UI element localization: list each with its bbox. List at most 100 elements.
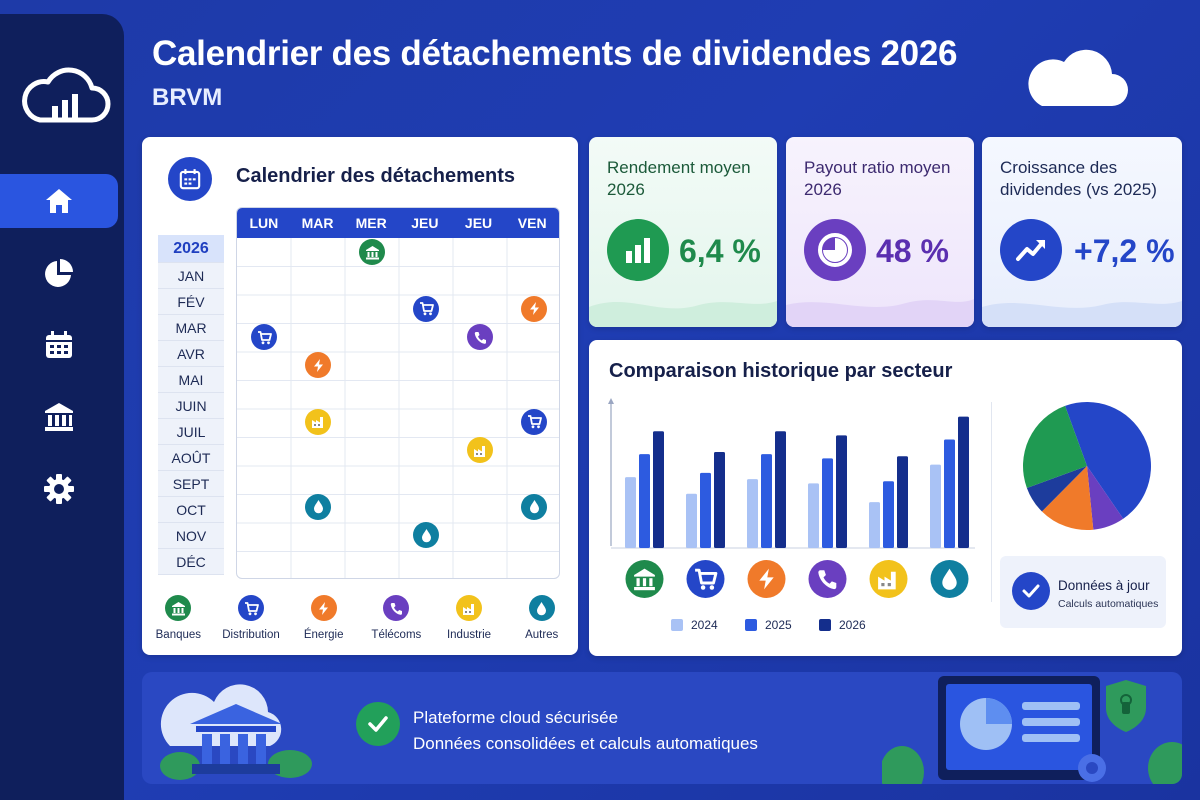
series-legend-swatch (819, 619, 831, 631)
cart-icon (419, 302, 434, 316)
series-legend-swatch (671, 619, 683, 631)
bar-2026[interactable] (714, 452, 725, 548)
dividend-event-factory[interactable] (467, 437, 493, 464)
drop-icon (421, 528, 431, 542)
phone-icon (383, 595, 410, 621)
bar-2026[interactable] (897, 456, 908, 548)
bar-2026[interactable] (653, 431, 664, 548)
month-jun[interactable]: JUIN (158, 393, 224, 419)
year-label[interactable]: 2026 (158, 235, 224, 263)
legend-label: Industrie (446, 629, 492, 641)
bar-2026[interactable] (836, 435, 847, 548)
calendar-icon (46, 331, 72, 358)
series-legend-label: 2025 (765, 618, 792, 632)
legend-item[interactable]: Distribution (215, 595, 288, 645)
legend-item[interactable]: Banques (142, 595, 215, 645)
dividend-event-cart[interactable] (521, 408, 547, 435)
factory-icon (311, 417, 323, 429)
bar-2024[interactable] (686, 493, 697, 548)
month-sep[interactable]: SEPT (158, 471, 224, 497)
bar-2026[interactable] (775, 431, 786, 548)
pie-slice[interactable] (1023, 405, 1087, 488)
pie-slice[interactable] (1087, 466, 1124, 530)
bar-2025[interactable] (761, 454, 772, 548)
sector-bar-chart: 2024 2025 2026 (608, 398, 975, 632)
month-nov[interactable]: NOV (158, 523, 224, 549)
status-subtitle: Calculs automatiques (1058, 598, 1159, 610)
calendar-card: Calendrier des détachements 2026 JAN FÉV… (142, 137, 578, 655)
dividend-event-lightning[interactable] (305, 352, 331, 379)
pie-slice[interactable] (1041, 466, 1094, 530)
dividend-event-phone[interactable] (467, 324, 493, 351)
calendar-header-icon (168, 157, 212, 201)
dividend-event-lightning[interactable] (521, 295, 547, 322)
sidebar-item-calendar[interactable] (0, 318, 118, 372)
legend-label: Autres (525, 629, 559, 641)
bar-2024[interactable] (747, 479, 758, 548)
comparison-title: Comparaison historique par secteur (609, 360, 953, 382)
month-feb[interactable]: FÉV (158, 289, 224, 315)
sidebar-item-portfolio[interactable] (0, 246, 118, 300)
bar-2024[interactable] (930, 464, 941, 548)
divider (991, 402, 992, 602)
page-subtitle: BRVM (152, 84, 223, 111)
home-icon (46, 189, 72, 213)
bar-2024[interactable] (808, 483, 819, 548)
month-column: 2026 JAN FÉV MAR AVR MAI JUIN JUIL AOÛT … (158, 235, 224, 575)
dividend-event-factory[interactable] (305, 408, 331, 435)
series-legend-swatch (745, 619, 757, 631)
bottom-banner: Plateforme cloud sécurisée Données conso… (142, 672, 1182, 784)
legend-item[interactable]: Énergie (287, 595, 360, 645)
dividend-event-cart[interactable] (413, 295, 439, 322)
month-apr[interactable]: AVR (158, 341, 224, 367)
bar-2024[interactable] (625, 477, 636, 548)
sector-pie-chart (1023, 402, 1151, 530)
status-title: Données à jour (1058, 578, 1150, 593)
bar-2025[interactable] (822, 458, 833, 548)
bar-2025[interactable] (639, 454, 650, 548)
phone-icon (474, 331, 486, 344)
cloud-bank-illustration (160, 684, 312, 780)
dividend-event-drop[interactable] (413, 522, 439, 549)
month-oct[interactable]: OCT (158, 497, 224, 523)
dividend-event-bank[interactable] (359, 239, 385, 266)
dividend-event-drop[interactable] (521, 493, 547, 520)
day-header: MAR (301, 215, 334, 231)
bar-2025[interactable] (700, 472, 711, 548)
pie-chart-icon (45, 259, 73, 287)
month-jan[interactable]: JAN (158, 263, 224, 289)
bar-2025[interactable] (883, 481, 894, 548)
day-header: VEN (517, 215, 547, 231)
month-jul[interactable]: JUIL (158, 419, 224, 445)
month-may[interactable]: MAI (158, 367, 224, 393)
sidebar-item-bank[interactable] (0, 390, 118, 444)
month-mar[interactable]: MAR (158, 315, 224, 341)
category-icon-glyph (695, 568, 718, 590)
month-dec[interactable]: DÉC (158, 549, 224, 575)
sidebar-item-settings[interactable] (0, 462, 118, 516)
lightning-icon (529, 302, 539, 316)
legend-label: Distribution (222, 629, 280, 641)
wave-decoration (786, 299, 974, 327)
sidebar-item-home[interactable] (0, 174, 118, 228)
cloud-chart-logo-icon (22, 67, 111, 123)
cart-icon (527, 415, 542, 429)
pie-slice[interactable] (1026, 466, 1087, 512)
bar-2024[interactable] (869, 502, 880, 548)
grid-lines (237, 238, 559, 578)
legend-item[interactable]: Industrie (433, 595, 506, 645)
day-header: JEU (411, 215, 439, 231)
legend-item[interactable]: Télécoms (360, 595, 433, 645)
legend-label: Banques (155, 629, 202, 641)
cart-icon (686, 560, 725, 598)
pie-slice[interactable] (1065, 402, 1151, 519)
legend-item[interactable]: Autres (505, 595, 578, 645)
dividend-event-cart[interactable] (251, 324, 277, 351)
bar-2025[interactable] (944, 439, 955, 548)
kpi-card-yield: Rendement moyen 2026 6,4 % (589, 137, 777, 327)
lightning-icon (747, 560, 786, 598)
bar-2026[interactable] (958, 416, 969, 548)
dividend-event-drop[interactable] (305, 493, 331, 520)
month-aug[interactable]: AOÛT (158, 445, 224, 471)
drop-icon (528, 595, 555, 621)
